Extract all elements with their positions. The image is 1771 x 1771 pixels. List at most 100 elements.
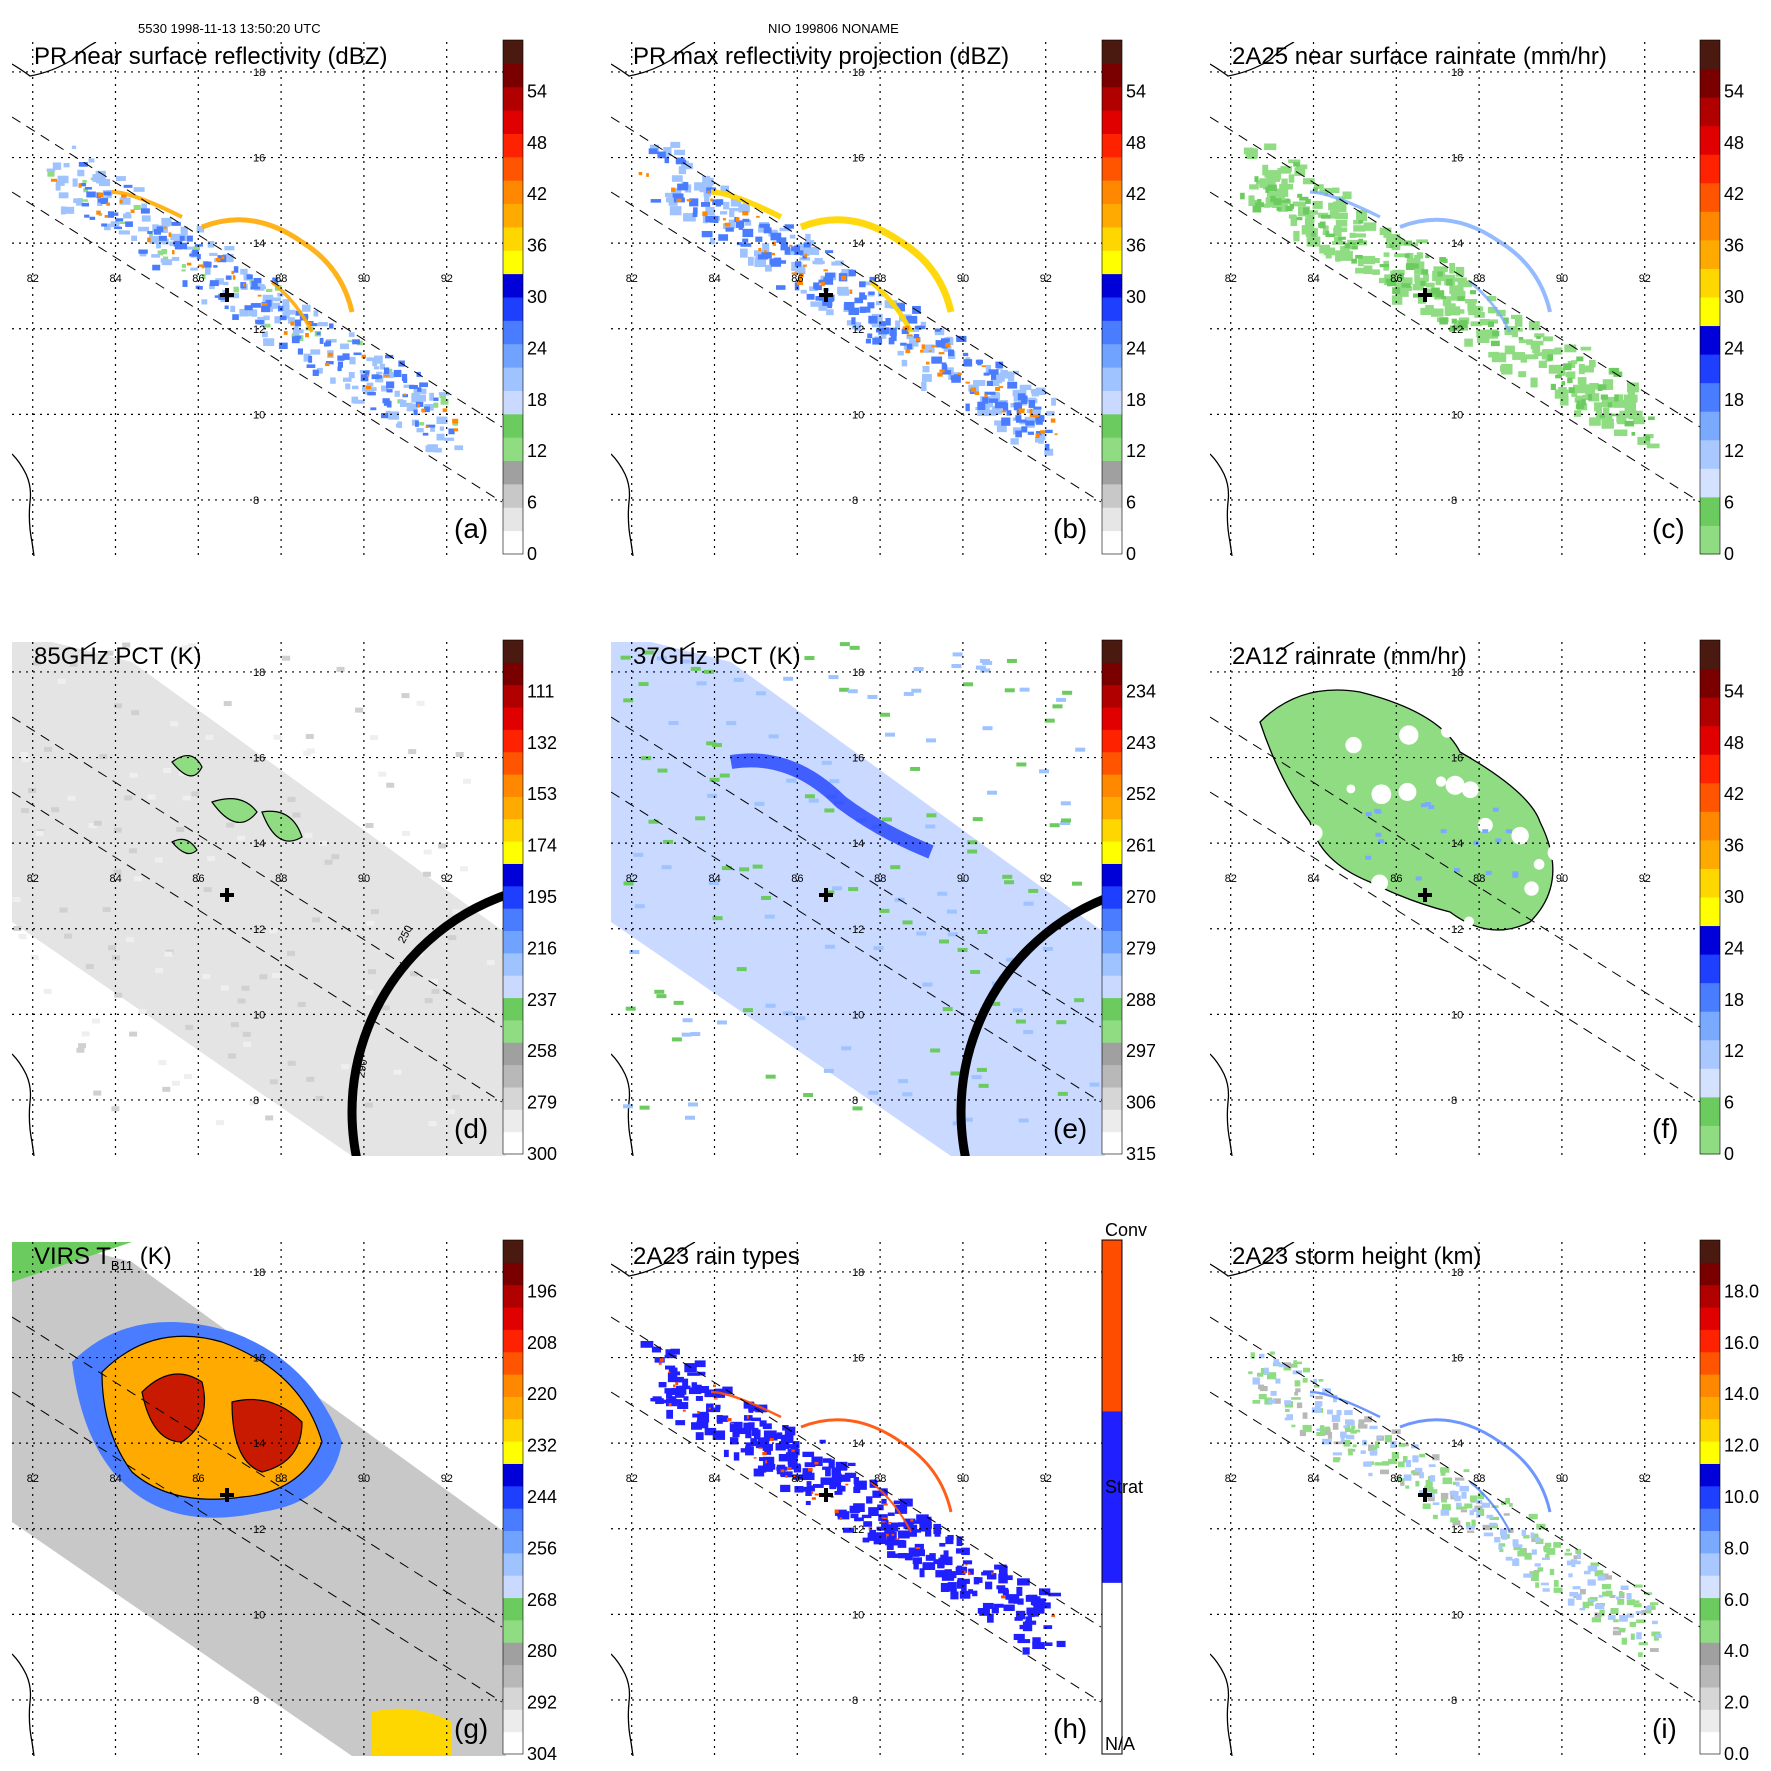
- lat-label: 18: [1451, 667, 1463, 679]
- colorbar-segment: [1102, 975, 1122, 999]
- colorbar-tick-label: 48: [1724, 733, 1744, 753]
- colorbar-segment: [1700, 239, 1720, 269]
- colorbar-tick-label: 0.0: [1724, 1744, 1749, 1764]
- field-rain: [1240, 143, 1660, 449]
- colorbar-segment: [503, 885, 523, 909]
- colorbar-tick-label: 24: [1724, 938, 1744, 958]
- lat-label: 18: [852, 667, 864, 679]
- colorbar-tick-label: 244: [527, 1487, 557, 1507]
- colorbar-segment: [1700, 97, 1720, 127]
- lat-label: 12: [253, 1524, 265, 1536]
- field-pr: [46, 145, 464, 453]
- lat-label: 14: [852, 838, 864, 850]
- panel-letter: (h): [1053, 1713, 1087, 1744]
- colorbar-segment: [503, 507, 523, 532]
- colorbar-segment: [1102, 483, 1122, 508]
- colorbar-segment: [503, 952, 523, 976]
- colorbar-tick-label: 234: [1126, 681, 1156, 701]
- colorbar-segment: [503, 1396, 523, 1420]
- lon-label: 92: [441, 873, 453, 885]
- colorbar-segment: [1700, 1686, 1720, 1710]
- colorbar-segment: [1700, 1125, 1720, 1155]
- colorbar-segment: [1700, 468, 1720, 498]
- colorbar-tick-label: 24: [527, 338, 547, 358]
- colorbar-segment: [1700, 1396, 1720, 1420]
- panel-h: 82 84 86 88 90 92 18 16 14 12 10 8 2A23 rain types (h…: [611, 1242, 1105, 1756]
- colorbar-segment: [1700, 982, 1720, 1012]
- colorbar-tick-label: 12.0: [1724, 1436, 1759, 1456]
- colorbar-segment: [503, 437, 523, 462]
- contour-label: 290: [355, 1058, 370, 1078]
- colorbar-segment: [1700, 1642, 1720, 1666]
- colorbar-tick-label: 54: [1724, 81, 1744, 101]
- colorbar-segment: [503, 1530, 523, 1554]
- colorbar-tick-label: 292: [527, 1693, 557, 1713]
- lon-label: 90: [957, 273, 969, 285]
- colorbar-segment: [1700, 1262, 1720, 1286]
- lat-label: 12: [852, 324, 864, 336]
- colorbar-tick-label: 297: [1126, 1041, 1156, 1061]
- lat-label: 10: [1451, 1009, 1463, 1021]
- colorbar-tick-label: 304: [527, 1744, 557, 1764]
- panel-title-text: PR near surface reflectivity (dBZ): [34, 43, 387, 70]
- colorbar-segment: [503, 1042, 523, 1066]
- colorbar-segment: [503, 841, 523, 864]
- lon-label: 84: [1308, 1473, 1320, 1485]
- lon-label: 82: [27, 1473, 39, 1485]
- colorbar-segment: [1102, 250, 1122, 275]
- colorbar-tick-label: 243: [1126, 733, 1156, 753]
- colorbar-tick-label: 6: [1724, 1093, 1734, 1113]
- colorbar-segment: [503, 1351, 523, 1375]
- colorbar-segment: [1102, 460, 1122, 485]
- colorbar-segment: [503, 1686, 523, 1710]
- lat-label: 14: [253, 838, 265, 850]
- panel-a: 82 84 86 88 90 92 18 16 14 12 10 8 PR near surface r…: [12, 42, 506, 556]
- colorbar-segment: [503, 460, 523, 485]
- colorbar-segment: [503, 86, 523, 111]
- colorbar-tick-label: 48: [1724, 133, 1744, 153]
- colorbar-tick-label: 54: [1126, 81, 1146, 101]
- colorbar-segment: [503, 662, 523, 686]
- panel-f: 82 84 86 88 90 92 18 16 14 12 10 8 2A12 rainrate (mm…: [1210, 642, 1704, 1156]
- lon-label: 84: [709, 873, 721, 885]
- lat-label: 12: [852, 924, 864, 936]
- pr-swath-edges: [1210, 716, 1701, 1103]
- colorbar-segment: [503, 110, 523, 134]
- colorbar-e: 315 306 297 288 279 270 261 252 243 234: [1101, 639, 1156, 1164]
- colorbar-segment: [1700, 525, 1720, 555]
- panel-title: 85GHz PCT (K): [34, 643, 202, 670]
- colorbar-segment: [503, 1463, 523, 1487]
- pr-swath-edges: [611, 1316, 1102, 1703]
- colorbar-tick-label: 12: [1724, 441, 1744, 461]
- lon-label: 90: [358, 873, 370, 885]
- lat-label: 14: [852, 238, 864, 250]
- colorbar-segment: [503, 729, 523, 753]
- colorbar-segment: [1102, 367, 1122, 391]
- colorbar-segment: [503, 1086, 523, 1110]
- colorbar-tick-label: 153: [527, 784, 557, 804]
- lat-label: 16: [1451, 753, 1463, 765]
- colorbar-segment: [1700, 125, 1720, 155]
- colorbar-segment: [1700, 1374, 1720, 1397]
- lat-label: 8: [253, 495, 259, 507]
- colorbar-h: N/A Strat Conv: [1101, 1220, 1147, 1755]
- lat-label: 8: [852, 1695, 858, 1707]
- colorbar-tick-label: 42: [527, 184, 547, 204]
- colorbar-segment: [1700, 1463, 1720, 1487]
- lon-label: 82: [27, 273, 39, 285]
- colorbar-segment: [1102, 707, 1122, 730]
- lon-label: 84: [110, 873, 122, 885]
- colorbar-segment: [1102, 297, 1122, 321]
- colorbar-segment: [1700, 268, 1720, 298]
- lat-label: 10: [1451, 409, 1463, 421]
- colorbar-segment: [503, 997, 523, 1021]
- lon-label: 86: [192, 873, 204, 885]
- panel-title-text: VIRS T: [34, 1243, 111, 1270]
- colorbar-segment: [503, 1240, 523, 1263]
- map-area: 82 84 86 88 90 92 18 16 14 12 10 8: [1210, 642, 1704, 1156]
- colorbar-segment: [1102, 729, 1122, 753]
- pr-swath-edges: [611, 116, 1102, 503]
- storm-center-icon: [1418, 1488, 1432, 1502]
- colorbar-segment: [1102, 156, 1122, 181]
- lat-label: 12: [1451, 1524, 1463, 1536]
